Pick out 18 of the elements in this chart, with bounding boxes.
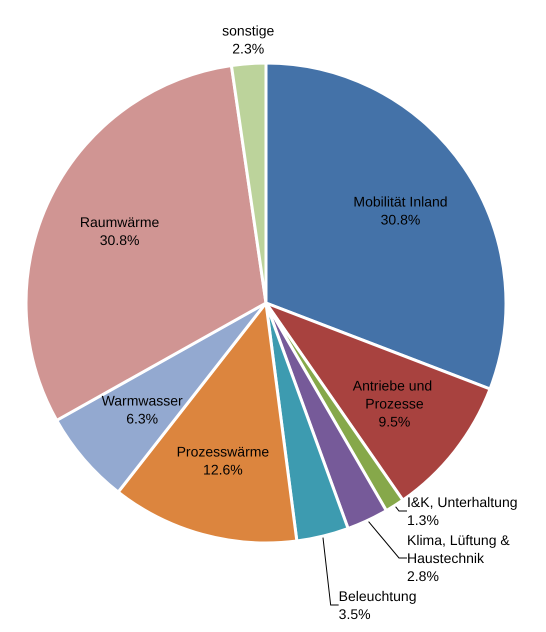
slice-label: I&K, Unterhaltung bbox=[407, 494, 518, 510]
data-label: 6.3% bbox=[126, 410, 158, 426]
slice-label: Beleuchtung bbox=[338, 588, 416, 604]
slice-label: Klima, Lüftung & Haustechnik bbox=[407, 532, 514, 566]
data-label: 30.8% bbox=[380, 212, 420, 228]
data-label: 2.8% bbox=[407, 568, 439, 584]
data-label: 2.3% bbox=[232, 40, 264, 57]
data-label: 30.8% bbox=[100, 232, 140, 248]
data-label: 3.5% bbox=[338, 606, 371, 622]
slice-label: Mobilität Inland bbox=[353, 194, 448, 210]
data-label: 1.3% bbox=[407, 512, 439, 528]
data-label: 9.5% bbox=[378, 414, 410, 430]
slice-label: Raumwärme bbox=[80, 214, 160, 230]
slice-label: Prozesswärme bbox=[176, 443, 270, 460]
slice-label: Antriebe und Prozesse bbox=[352, 378, 436, 412]
slice-label: Warmwasser bbox=[102, 392, 184, 408]
slice-label: sonstige bbox=[222, 22, 275, 39]
data-label: 12.6% bbox=[203, 461, 243, 478]
